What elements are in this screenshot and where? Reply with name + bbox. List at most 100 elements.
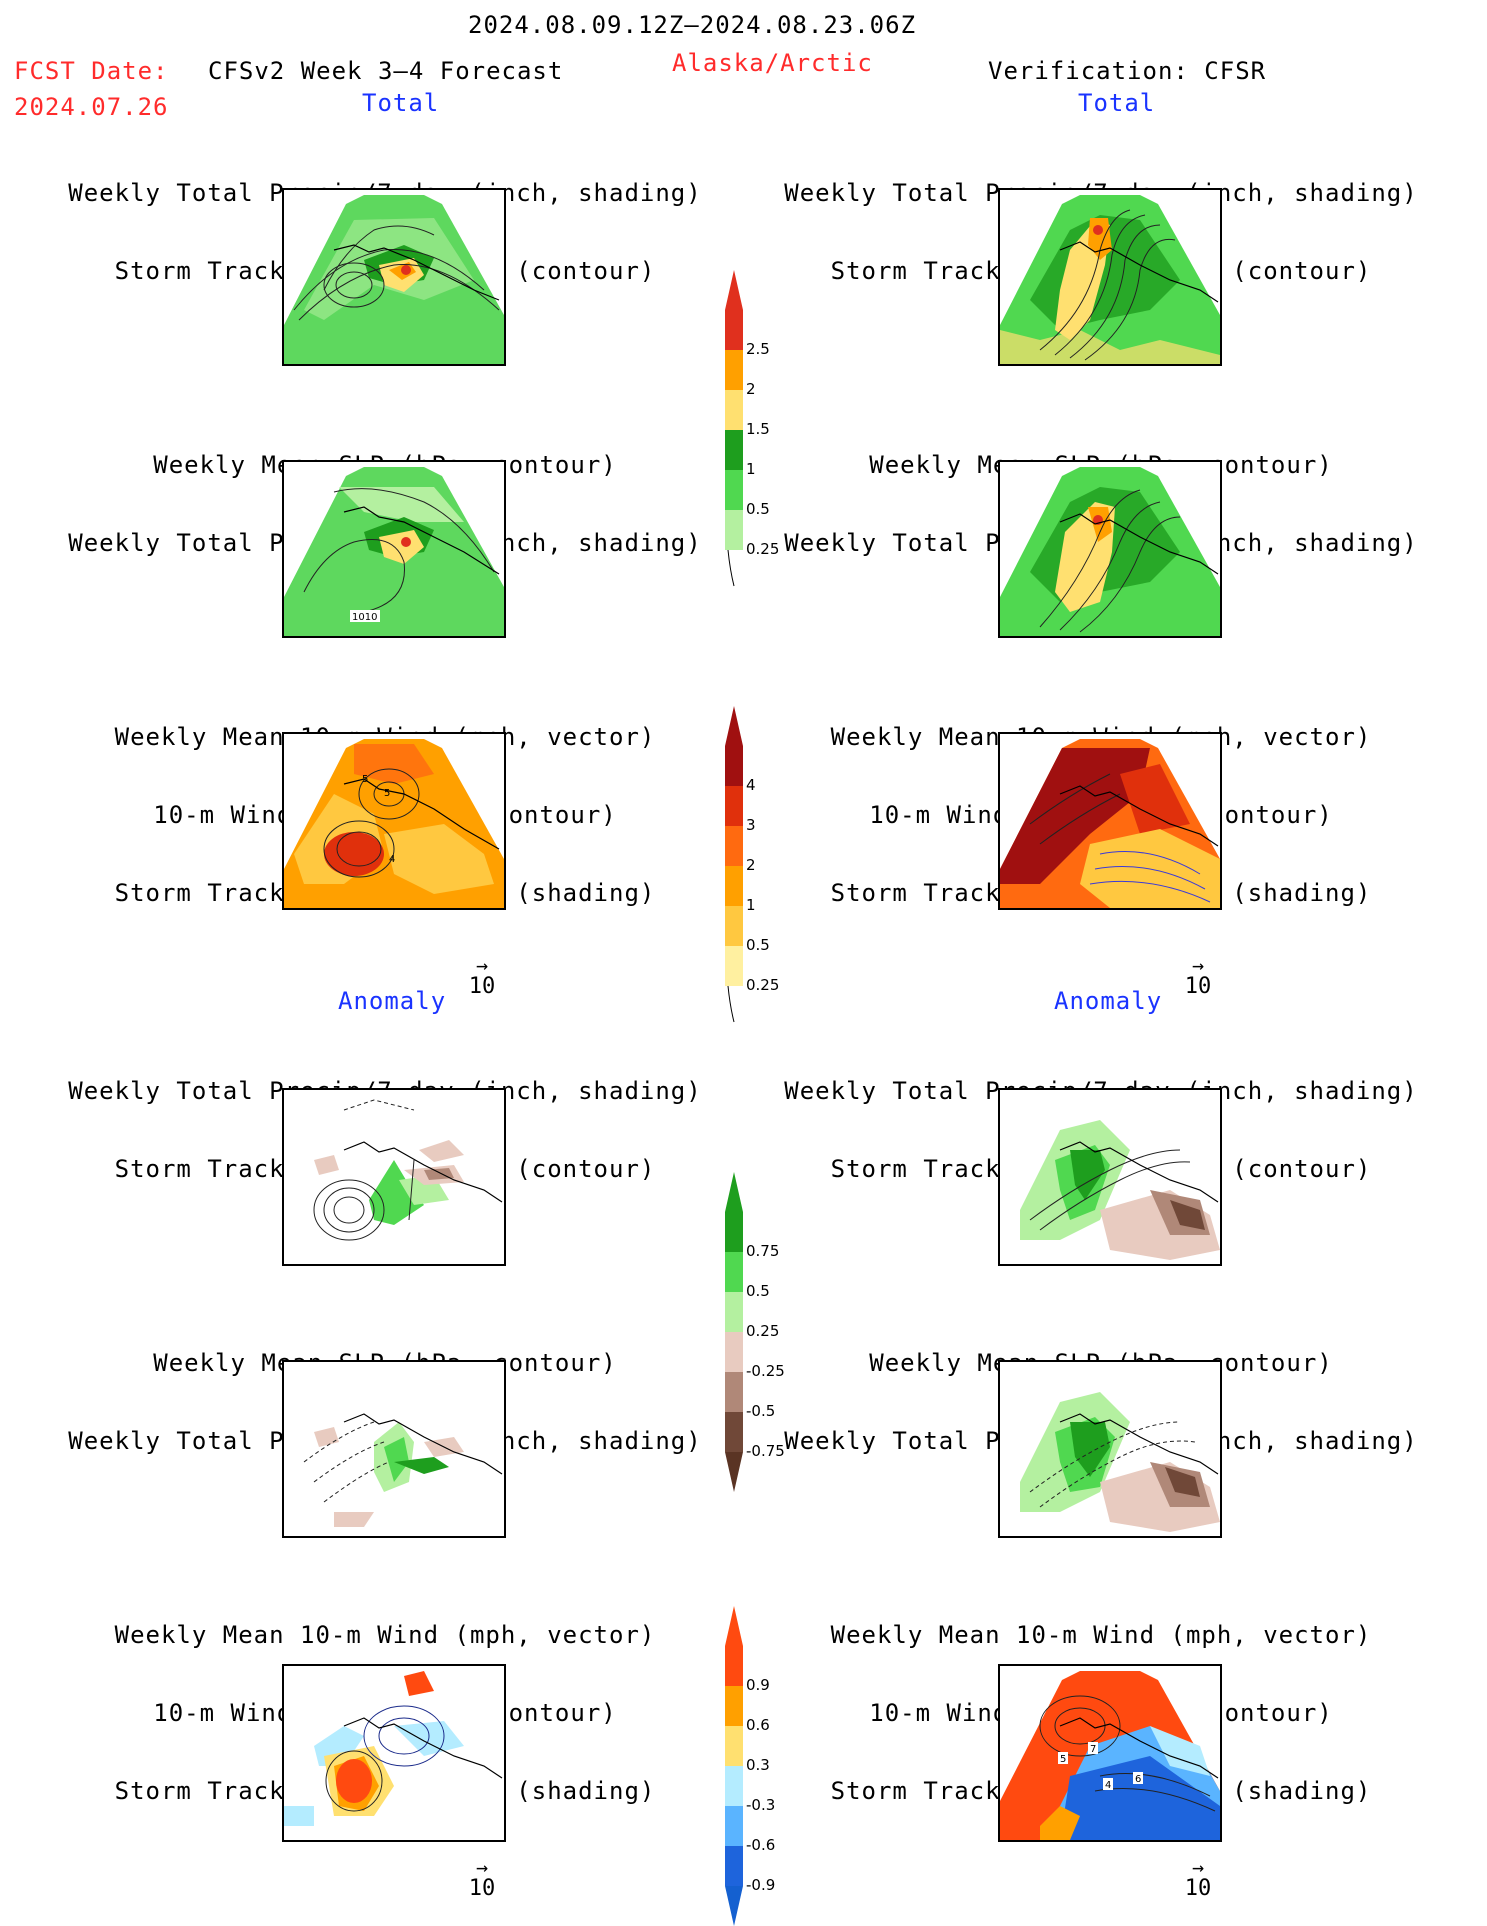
reference-vector-label: 10 xyxy=(1184,974,1212,999)
colorbar-graphic xyxy=(725,1172,743,1492)
wind-contour-label: 5 xyxy=(362,774,368,785)
colorbar-label: 1 xyxy=(746,896,756,914)
wind-contour-label: 4 xyxy=(389,854,395,865)
colorbar-label: 1.5 xyxy=(746,420,770,438)
colorbar-swatch xyxy=(725,430,743,470)
map-wind-storm-anom-left xyxy=(282,1664,506,1842)
colorbar-swatch xyxy=(725,470,743,510)
colorbar-bottom-triangle xyxy=(725,1452,743,1492)
colorbar-swatch xyxy=(725,1292,743,1332)
section-total-left: Total xyxy=(362,89,440,117)
colorbar-swatch xyxy=(725,310,743,350)
colorbar-swatch xyxy=(725,1806,743,1846)
colorbar-swatch xyxy=(725,1686,743,1726)
map-slp-precip-anom-left xyxy=(282,1360,506,1538)
reference-vector-total-left: → 10 xyxy=(462,953,502,999)
verification-title: Verification: CFSR xyxy=(988,57,1267,85)
colorbar-graphic xyxy=(725,270,743,587)
colorbar-label: -0.75 xyxy=(746,1442,785,1460)
colorbar-tail xyxy=(727,549,735,587)
colorbar-label: 1 xyxy=(746,460,756,478)
colorbar-swatch xyxy=(725,1252,743,1292)
colorbar-swatch xyxy=(725,1372,743,1412)
colorbar-label: 2 xyxy=(746,380,756,398)
section-total-right: Total xyxy=(1078,89,1156,117)
fcst-date-label: FCST Date: xyxy=(14,57,169,85)
arrow-right-icon: → xyxy=(1191,953,1205,977)
colorbar-swatch xyxy=(725,1846,743,1886)
colorbar-storm-total: 4 3 2 1 0.5 0.25 xyxy=(724,706,834,1023)
colorbar-label: 0.75 xyxy=(746,1242,780,1260)
map-precip-storm-total-left xyxy=(282,188,506,366)
arrow-right-icon: → xyxy=(1191,1855,1205,1879)
colorbar-label: 4 xyxy=(746,776,756,794)
colorbar-label: 2.5 xyxy=(746,340,770,358)
colorbar-bottom-triangle xyxy=(725,1886,743,1926)
section-anomaly-right: Anomaly xyxy=(1054,987,1163,1015)
map-slp-precip-total-left: 1010 xyxy=(282,460,506,638)
colorbar-swatch xyxy=(725,1766,743,1806)
section-anomaly-left: Anomaly xyxy=(338,987,447,1015)
map-wind-storm-anom-right: 5 7 4 6 xyxy=(998,1664,1222,1842)
region-title: Alaska/Arctic xyxy=(672,49,873,77)
arrow-right-icon: → xyxy=(475,1855,489,1879)
colorbar-swatch xyxy=(725,510,743,550)
colorbar-top-triangle xyxy=(725,1606,743,1646)
colorbar-label: -0.9 xyxy=(746,1876,776,1894)
colorbar-label: 2 xyxy=(746,856,756,874)
map-precip-storm-anom-left xyxy=(282,1088,506,1266)
colorbar-swatch xyxy=(725,350,743,390)
reference-vector-anom-left: → 10 xyxy=(462,1855,502,1901)
colorbar-swatch xyxy=(725,1726,743,1766)
colorbar-label: 0.6 xyxy=(746,1716,770,1734)
reference-vector-anom-right: → 10 xyxy=(1178,1855,1218,1901)
map-slp-precip-anom-right xyxy=(998,1360,1222,1538)
colorbar-swatch xyxy=(725,390,743,430)
colorbar-swatch xyxy=(725,866,743,906)
colorbar-label: 0.25 xyxy=(746,540,780,558)
colorbar-label: 0.5 xyxy=(746,500,770,518)
colorbar-label: 0.9 xyxy=(746,1676,770,1694)
colorbar-top-triangle xyxy=(725,1172,743,1212)
colorbar-graphic xyxy=(725,1606,743,1926)
date-range: 2024.08.09.12Z–2024.08.23.06Z xyxy=(468,11,917,39)
colorbar-label: 0.3 xyxy=(746,1756,770,1774)
map-wind-storm-total-right xyxy=(998,732,1222,910)
colorbar-graphic xyxy=(725,706,743,1023)
map-precip-storm-anom-right xyxy=(998,1088,1222,1266)
colorbar-swatch xyxy=(725,1212,743,1252)
colorbar-swatch xyxy=(725,1332,743,1372)
title-line: Weekly Mean 10-m Wind (mph, vector) xyxy=(114,1621,656,1649)
map-wind-storm-total-left: 5 4 5 xyxy=(282,732,506,910)
colorbar-swatch xyxy=(725,1646,743,1686)
map-slp-precip-total-right xyxy=(998,460,1222,638)
colorbar-label: 0.25 xyxy=(746,976,780,994)
colorbar-swatch xyxy=(725,786,743,826)
colorbar-swatch xyxy=(725,1412,743,1452)
colorbar-precip-anom: 0.75 0.5 0.25 -0.25 -0.5 -0.75 xyxy=(724,1172,834,1492)
title-line: Weekly Mean 10-m Wind (mph, vector) xyxy=(830,1621,1372,1649)
colorbar-top-triangle xyxy=(725,706,743,746)
reference-vector-label: 10 xyxy=(468,1876,496,1901)
wind-contour-label: 7 xyxy=(1090,1744,1096,1755)
colorbar-label: 3 xyxy=(746,816,756,834)
reference-vector-label: 10 xyxy=(1184,1876,1212,1901)
map-precip-storm-total-right xyxy=(998,188,1222,366)
colorbar-swatch xyxy=(725,946,743,986)
wind-contour-label: 5 xyxy=(384,788,390,799)
colorbar-label: 0.5 xyxy=(746,936,770,954)
colorbar-storm-anom: 0.9 0.6 0.3 -0.3 -0.6 -0.9 xyxy=(724,1606,834,1926)
reference-vector-total-right: → 10 xyxy=(1178,953,1218,999)
slp-contour-label: 1010 xyxy=(352,612,377,623)
fcst-date: 2024.07.26 xyxy=(14,93,169,121)
colorbar-precip-total: 2.5 2 1.5 1 0.5 0.25 xyxy=(724,270,834,587)
colorbar-label: -0.5 xyxy=(746,1402,776,1420)
colorbar-swatch xyxy=(725,746,743,786)
reference-vector-label: 10 xyxy=(468,974,496,999)
arrow-right-icon: → xyxy=(475,953,489,977)
wind-contour-label: 6 xyxy=(1135,1774,1141,1785)
colorbar-top-triangle xyxy=(725,270,743,310)
colorbar-tail xyxy=(727,985,735,1023)
colorbar-label: -0.3 xyxy=(746,1796,776,1814)
wind-contour-label: 4 xyxy=(1105,1780,1111,1791)
